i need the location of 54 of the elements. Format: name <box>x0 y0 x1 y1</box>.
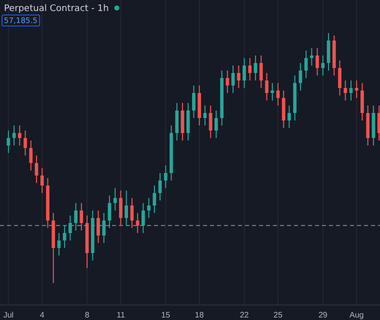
candlestick <box>208 105 212 138</box>
candlestick <box>74 202 78 231</box>
x-tick-label: 22 <box>240 310 250 320</box>
candlestick <box>360 82 364 121</box>
x-tick-label: 11 <box>116 310 126 320</box>
candlestick <box>214 110 218 138</box>
candlestick <box>203 105 207 126</box>
candlestick <box>270 82 274 101</box>
candlestick <box>349 80 353 101</box>
candlestick <box>310 48 314 66</box>
candlestick <box>40 168 44 194</box>
candlestick <box>96 210 100 244</box>
candlestick <box>62 225 66 248</box>
candlestick <box>113 188 117 211</box>
x-tick-label: Aug <box>349 310 364 320</box>
candlestick <box>18 125 22 146</box>
x-tick-label: 29 <box>318 310 328 320</box>
candlestick <box>192 85 196 118</box>
x-tick-label: 8 <box>84 310 90 320</box>
candlestick <box>316 48 319 76</box>
candlestick <box>242 58 246 88</box>
x-tick-label: 25 <box>274 310 283 320</box>
candlestick <box>265 72 268 101</box>
candlestick <box>282 90 286 128</box>
candlestick <box>68 215 72 241</box>
candlestick <box>377 105 380 141</box>
candlestick <box>12 125 16 146</box>
x-tick-label: Jul <box>3 310 14 320</box>
candlestick <box>142 202 145 234</box>
candlestick <box>164 165 168 188</box>
candlestick <box>119 190 122 226</box>
candlestick <box>152 185 156 214</box>
candlestick <box>124 190 128 226</box>
candlestick <box>288 105 291 128</box>
candlestick <box>248 58 252 81</box>
candlestick <box>259 55 263 88</box>
candlestick <box>136 212 140 234</box>
candlestick <box>321 55 325 76</box>
candlestick <box>175 102 179 141</box>
candlestick <box>24 130 27 156</box>
chart-title: Perpetual Contract - 1h <box>4 4 109 14</box>
candlestick <box>236 65 240 88</box>
candlestick <box>80 202 84 231</box>
candlestick <box>147 198 150 218</box>
x-tick-label: 15 <box>161 310 171 320</box>
x-tick-label: 18 <box>194 310 204 320</box>
candlestick <box>102 212 106 244</box>
candlestick <box>354 80 358 98</box>
x-tick-label: 4 <box>40 310 45 320</box>
candlestick <box>6 130 10 154</box>
candlestick <box>29 140 33 171</box>
candlestick <box>186 102 190 141</box>
candlestick <box>338 60 342 96</box>
candlestick <box>344 80 348 101</box>
